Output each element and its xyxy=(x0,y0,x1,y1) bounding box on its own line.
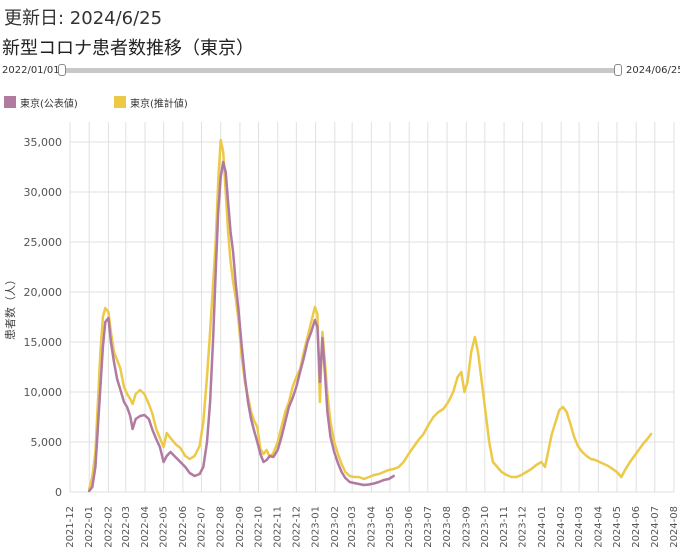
range-end-handle[interactable] xyxy=(614,64,622,76)
x-tick-label: 2023-09 xyxy=(461,506,472,548)
x-tick-label: 2022-09 xyxy=(235,506,246,548)
date-range-slider-track[interactable] xyxy=(62,68,620,73)
y-tick-label: 30,000 xyxy=(24,186,63,199)
x-tick-label: 2024-06 xyxy=(631,506,642,548)
y-tick-label: 15,000 xyxy=(24,336,63,349)
x-tick-label: 2023-03 xyxy=(347,506,358,548)
x-tick-label: 2022-04 xyxy=(140,506,151,548)
page-title: 新型コロナ患者数推移（東京） xyxy=(2,38,254,59)
x-tick-label: 2022-05 xyxy=(159,506,170,548)
y-tick-label: 20,000 xyxy=(24,286,63,299)
x-tick-label: 2022-02 xyxy=(103,506,114,548)
x-tick-label: 2023-06 xyxy=(404,506,415,548)
y-tick-label: 25,000 xyxy=(24,236,63,249)
x-tick-label: 2022-10 xyxy=(254,506,265,548)
x-tick-label: 2022-03 xyxy=(121,506,132,548)
y-tick-label: 0 xyxy=(55,486,62,499)
y-tick-label: 35,000 xyxy=(24,136,63,149)
x-tick-label: 2021-12 xyxy=(65,506,76,548)
x-tick-label: 2022-08 xyxy=(216,506,227,548)
series-line-official xyxy=(87,160,395,493)
x-tick-label: 2023-10 xyxy=(480,506,491,548)
x-tick-label: 2022-12 xyxy=(291,506,302,548)
x-tick-label: 2023-01 xyxy=(311,506,322,548)
x-tick-label: 2023-12 xyxy=(518,506,529,548)
legend-swatch-estimated xyxy=(114,96,126,108)
x-tick-label: 2022-01 xyxy=(84,506,95,548)
x-tick-label: 2023-04 xyxy=(366,506,377,548)
x-tick-label: 2023-02 xyxy=(330,506,341,548)
x-tick-label: 2024-08 xyxy=(669,506,680,548)
x-tick-label: 2024-01 xyxy=(537,506,548,548)
x-tick-label: 2024-07 xyxy=(650,506,661,548)
series-line-estimated xyxy=(87,138,653,491)
legend-item-estimated[interactable]: 東京(推計値) xyxy=(114,95,188,110)
range-start-label: 2022/01/01 xyxy=(2,65,60,76)
y-tick-label: 10,000 xyxy=(24,386,63,399)
x-tick-label: 2022-07 xyxy=(196,506,207,548)
x-tick-label: 2023-11 xyxy=(499,506,510,548)
legend-label-official: 東京(公表値) xyxy=(20,98,78,110)
x-tick-label: 2022-06 xyxy=(178,506,189,548)
x-tick-label: 2024-02 xyxy=(556,506,567,548)
chart-series xyxy=(87,138,653,493)
x-tick-label: 2023-07 xyxy=(423,506,434,548)
legend-label-estimated: 東京(推計値) xyxy=(130,98,188,110)
updated-date: 更新日: 2024/6/25 xyxy=(4,8,163,29)
x-tick-label: 2024-04 xyxy=(593,506,604,548)
chart-axes: 0 5,000 10,000 15,000 20,000 25,000 30,000 35,0… xyxy=(4,136,680,548)
range-start-handle[interactable] xyxy=(58,64,66,76)
x-tick-label: 2023-08 xyxy=(442,506,453,548)
x-tick-label: 2024-05 xyxy=(612,506,623,548)
chart-grid xyxy=(69,122,675,493)
legend-swatch-official xyxy=(4,96,16,108)
range-end-label: 2024/06/25 xyxy=(626,65,680,76)
x-tick-label: 2022-11 xyxy=(273,506,284,548)
y-axis-title: 患者数（人） xyxy=(4,274,17,340)
y-tick-label: 5,000 xyxy=(31,436,63,449)
x-tick-label: 2023-05 xyxy=(385,506,396,548)
legend-item-official[interactable]: 東京(公表値) xyxy=(4,95,78,110)
x-tick-label: 2024-03 xyxy=(574,506,585,548)
